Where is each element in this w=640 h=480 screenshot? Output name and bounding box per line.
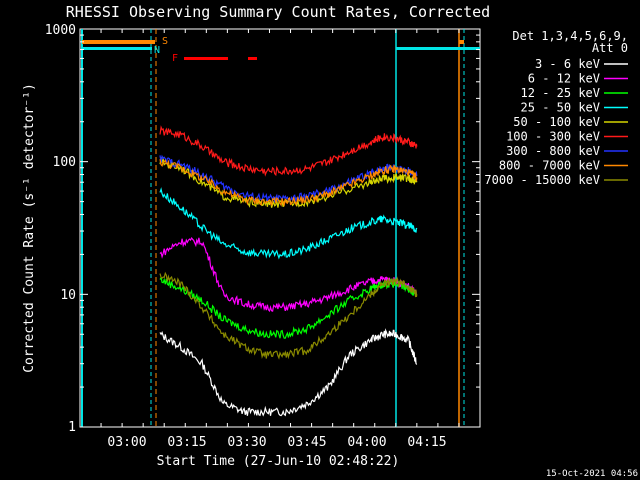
saa-bar [459, 40, 464, 44]
series-line-e3 [159, 276, 418, 339]
y-tick-label: 1000 [45, 23, 76, 38]
x-tick-label: 04:15 [407, 435, 446, 450]
series-line-e8 [159, 159, 418, 207]
flare-bar [184, 57, 228, 60]
y-tick-label: 1 [68, 420, 76, 435]
legend-label: 50 - 100 keV [513, 115, 600, 129]
series-line-e4 [159, 187, 418, 260]
legend-header: Det 1,3,4,5,6,9, [512, 29, 628, 43]
x-axis: 03:00 03:15 03:30 03:45 04:00 04:15 [107, 435, 446, 450]
legend-label: 12 - 25 keV [521, 86, 600, 100]
x-tick-label: 03:00 [107, 435, 146, 450]
y-tick-label: 10 [60, 288, 76, 303]
legend-label: 7000 - 15000 keV [484, 173, 600, 187]
chart-title: RHESSI Observing Summary Count Rates, Co… [66, 3, 490, 21]
saa-bar [82, 40, 155, 44]
series-line-e1 [159, 328, 418, 417]
x-tick-label: 03:15 [167, 435, 206, 450]
legend-label: 300 - 800 keV [506, 144, 600, 158]
y-tick-label: 100 [53, 155, 76, 170]
legend-label: 25 - 50 keV [521, 101, 600, 115]
timestamp: 15-Oct-2021 04:56 [546, 469, 638, 479]
night-bar [82, 47, 152, 50]
saa-label: S [162, 36, 168, 47]
series-line-e6 [159, 125, 418, 177]
series-line-e9 [159, 271, 418, 360]
x-axis-label: Start Time (27-Jun-10 02:48:22) [157, 454, 400, 469]
legend-label: 3 - 6 keV [535, 57, 600, 71]
legend-label: 800 - 7000 keV [499, 159, 600, 173]
x-tick-label: 03:30 [227, 435, 266, 450]
x-tick-label: 04:00 [347, 435, 386, 450]
plot-frame [79, 28, 481, 428]
legend-header: Att 0 [592, 41, 628, 55]
flare-bar [248, 57, 257, 60]
y-axis-label: Corrected Count Rate (s⁻¹ detector⁻¹) [22, 83, 37, 373]
night-label: N [154, 45, 160, 56]
legend-label: 100 - 300 keV [506, 130, 600, 144]
y-axis: 1 10 100 1000 [45, 23, 76, 435]
legend-label: 6 - 12 keV [528, 72, 600, 86]
x-tick-label: 03:45 [287, 435, 326, 450]
orbit-markers: SN F [81, 29, 480, 427]
series-line-e5 [159, 156, 418, 208]
night-bar [396, 47, 480, 50]
series-lines [159, 125, 418, 417]
tick-marks [80, 29, 481, 428]
flare-label: F [172, 53, 178, 64]
